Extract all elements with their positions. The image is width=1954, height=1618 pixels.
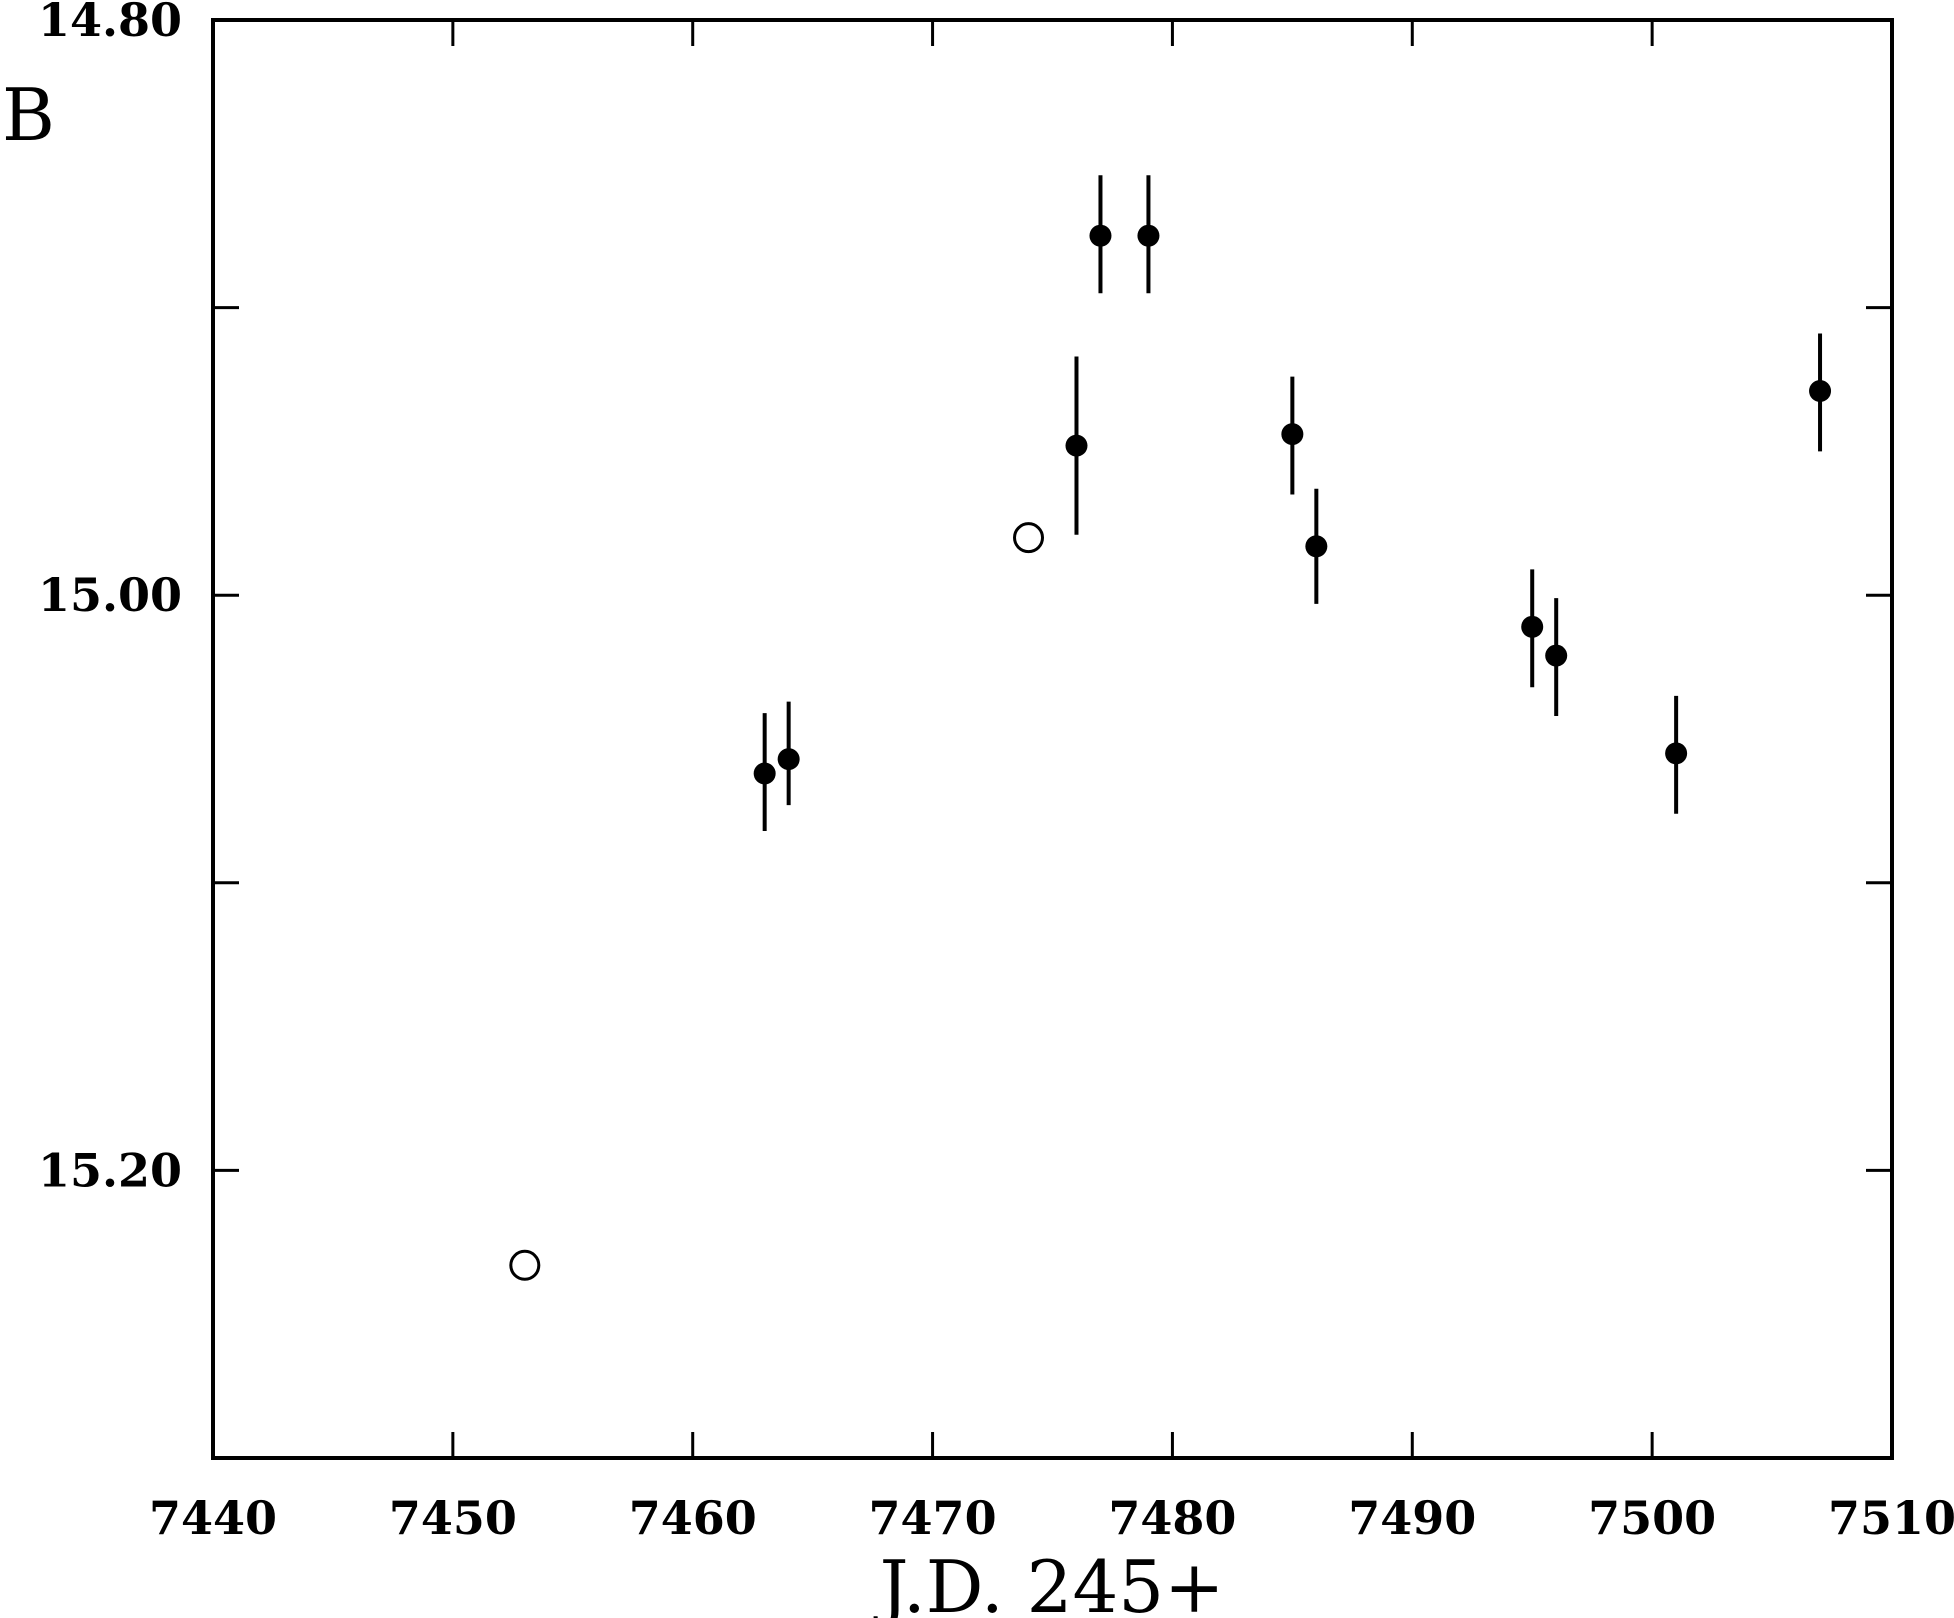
y-tick-label: 15.20 bbox=[38, 1143, 182, 1197]
open-data-point bbox=[1013, 522, 1045, 554]
filled-data-point bbox=[1089, 224, 1112, 247]
filled-data-point bbox=[1521, 615, 1544, 638]
x-tick-label: 7440 bbox=[149, 1491, 277, 1545]
filled-data-point bbox=[1305, 535, 1328, 558]
filled-data-point bbox=[777, 748, 800, 771]
axis-tick-labels: 7440 7450 7460 7470 7480 7490 7500 7510 14.80 15.… bbox=[38, 0, 1954, 1545]
filled-data-point bbox=[1137, 224, 1160, 247]
x-tick-label: 7470 bbox=[869, 1491, 997, 1545]
filled-data-point bbox=[1065, 434, 1088, 457]
x-tick-label: 7500 bbox=[1588, 1491, 1716, 1545]
y-axis-label: B bbox=[2, 73, 55, 157]
data-points bbox=[509, 224, 1832, 1281]
x-tick-label: 7510 bbox=[1828, 1491, 1954, 1545]
x-tick-label: 7490 bbox=[1348, 1491, 1476, 1545]
x-tick-label: 7460 bbox=[629, 1491, 757, 1545]
filled-data-point bbox=[753, 762, 776, 785]
filled-data-point bbox=[1809, 380, 1832, 403]
filled-data-point bbox=[1665, 742, 1688, 765]
axis-ticks bbox=[211, 18, 1894, 1458]
error-bars bbox=[762, 175, 1823, 832]
y-tick-label: 15.00 bbox=[38, 568, 182, 622]
x-axis-label: J.D. 245+ bbox=[873, 1545, 1225, 1618]
x-tick-label: 7450 bbox=[389, 1491, 517, 1545]
filled-data-point bbox=[1281, 423, 1304, 446]
x-tick-label: 7480 bbox=[1108, 1491, 1236, 1545]
open-data-point bbox=[509, 1249, 541, 1281]
plot-frame bbox=[211, 18, 1894, 1460]
filled-data-point bbox=[1545, 644, 1568, 667]
y-tick-label: 14.80 bbox=[38, 0, 182, 47]
